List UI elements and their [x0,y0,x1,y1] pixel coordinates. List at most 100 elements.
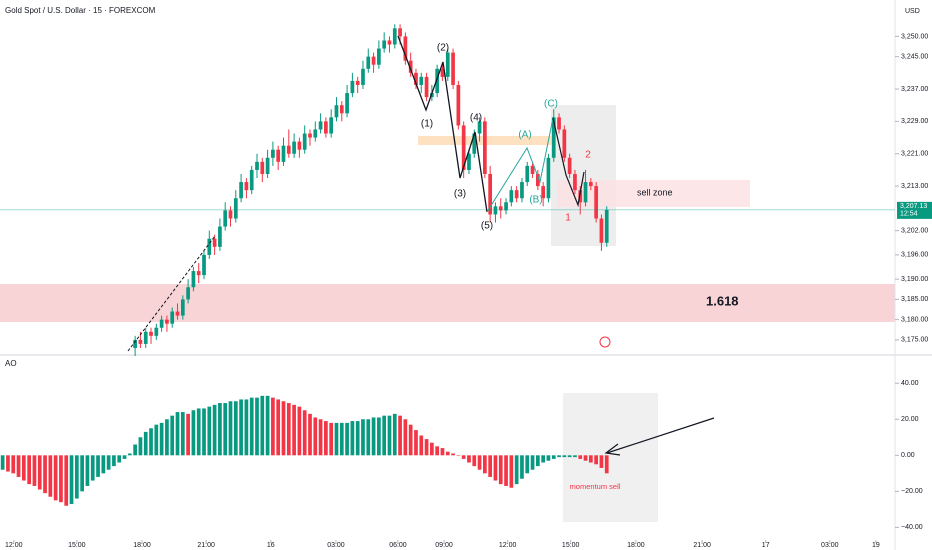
candle-body [212,238,217,247]
wave-label: (C) [544,99,558,110]
candle-body [180,299,185,316]
ao-bar [186,413,190,456]
fib-label: 1.618 [706,293,739,308]
candle-body [398,28,402,37]
ao-bar [387,415,392,456]
candle-body [207,238,212,255]
wave-label: 1 [565,213,571,224]
ao-bar [535,455,540,467]
y-tick-label: 3,229.00 [901,118,928,125]
candle-body [509,190,514,203]
ao-bar [106,455,111,470]
candle-body [392,28,397,45]
candle-body [604,209,609,243]
ao-bar [567,455,572,458]
ao-bar [69,455,74,504]
ao-bar [96,455,100,477]
x-tick-label: 16 [267,542,275,549]
wave-label: (5) [481,221,493,232]
fib-zone [0,284,895,322]
y-tick-label: −20.00 [901,488,923,495]
ao-bar [430,442,434,456]
drawings [127,35,715,456]
ao-bar [578,455,583,459]
ao-bar [122,455,127,459]
x-tick-label: 06:00 [389,542,407,549]
ao-bar [382,415,387,456]
wave-label: (1) [421,119,433,130]
candle-body [578,190,583,203]
ao-bar [101,455,106,474]
ao-bar [138,437,143,456]
ao-bar [112,455,116,467]
ao-bar [37,455,42,490]
ao-bar [85,455,90,486]
ao-annotation: momentum sell [570,482,621,491]
ao-bar [329,422,334,456]
ao-bar [53,455,58,501]
candle-body [286,145,291,154]
ao-bar [127,453,132,456]
x-tick-label: 03:00 [327,542,345,549]
wave-label: (4) [470,113,482,124]
y-tick-label: 3,190.00 [901,276,928,283]
candle-body [371,56,376,65]
ao-bar [451,453,455,456]
ao-bar [286,403,291,456]
ao-bar [483,455,487,474]
ao-bar [546,455,551,461]
ao-bar [11,455,16,474]
event-icon [599,336,611,348]
candle-body [599,218,604,243]
ao-bar [292,404,296,456]
ao-bar [133,444,137,456]
candle-body [514,190,519,199]
candle-body [223,210,228,227]
candle-body [186,287,190,300]
ao-bar [594,455,598,465]
ao-bar [276,399,281,456]
candle-body [451,52,455,85]
candle-body [260,161,265,174]
ao-bar [202,408,206,456]
ao-bar [551,455,556,459]
candle-body [170,311,175,324]
price-label: 3,207.13 [900,203,927,210]
candle-body [339,105,344,114]
candle-body [292,141,296,154]
marks [0,24,932,543]
candle-body [366,56,371,69]
ao-bar [218,403,222,456]
ao-bar [6,455,10,472]
ao-bar [0,455,5,470]
ao-bar [90,455,95,481]
ao-title: AO [5,359,17,368]
candle-body [445,52,450,77]
ao-bar [255,397,259,456]
candle-body [149,331,153,336]
candle-body [143,331,148,344]
candle-body [345,93,349,114]
candle-body [138,339,143,344]
ao-bar [377,417,381,456]
ao-bar [143,431,148,456]
ao-bar [456,455,461,456]
ao-bar [509,455,514,488]
ao-bar [414,430,418,456]
candle-body [440,68,445,77]
candle-body [546,157,551,199]
ao-bar [504,455,508,486]
ao-bar [461,455,466,459]
ao-bar [398,415,402,456]
candle-body [504,202,508,211]
ao-bar [297,406,302,456]
ao-bar [599,455,604,468]
ao-bar [265,395,270,456]
x-tick-label: 03:00 [821,542,839,549]
ao-bar [191,410,196,456]
ao-bar [361,419,365,456]
ao-bar [334,422,339,456]
candle-body [276,149,281,162]
sub-wave-line [552,117,585,208]
